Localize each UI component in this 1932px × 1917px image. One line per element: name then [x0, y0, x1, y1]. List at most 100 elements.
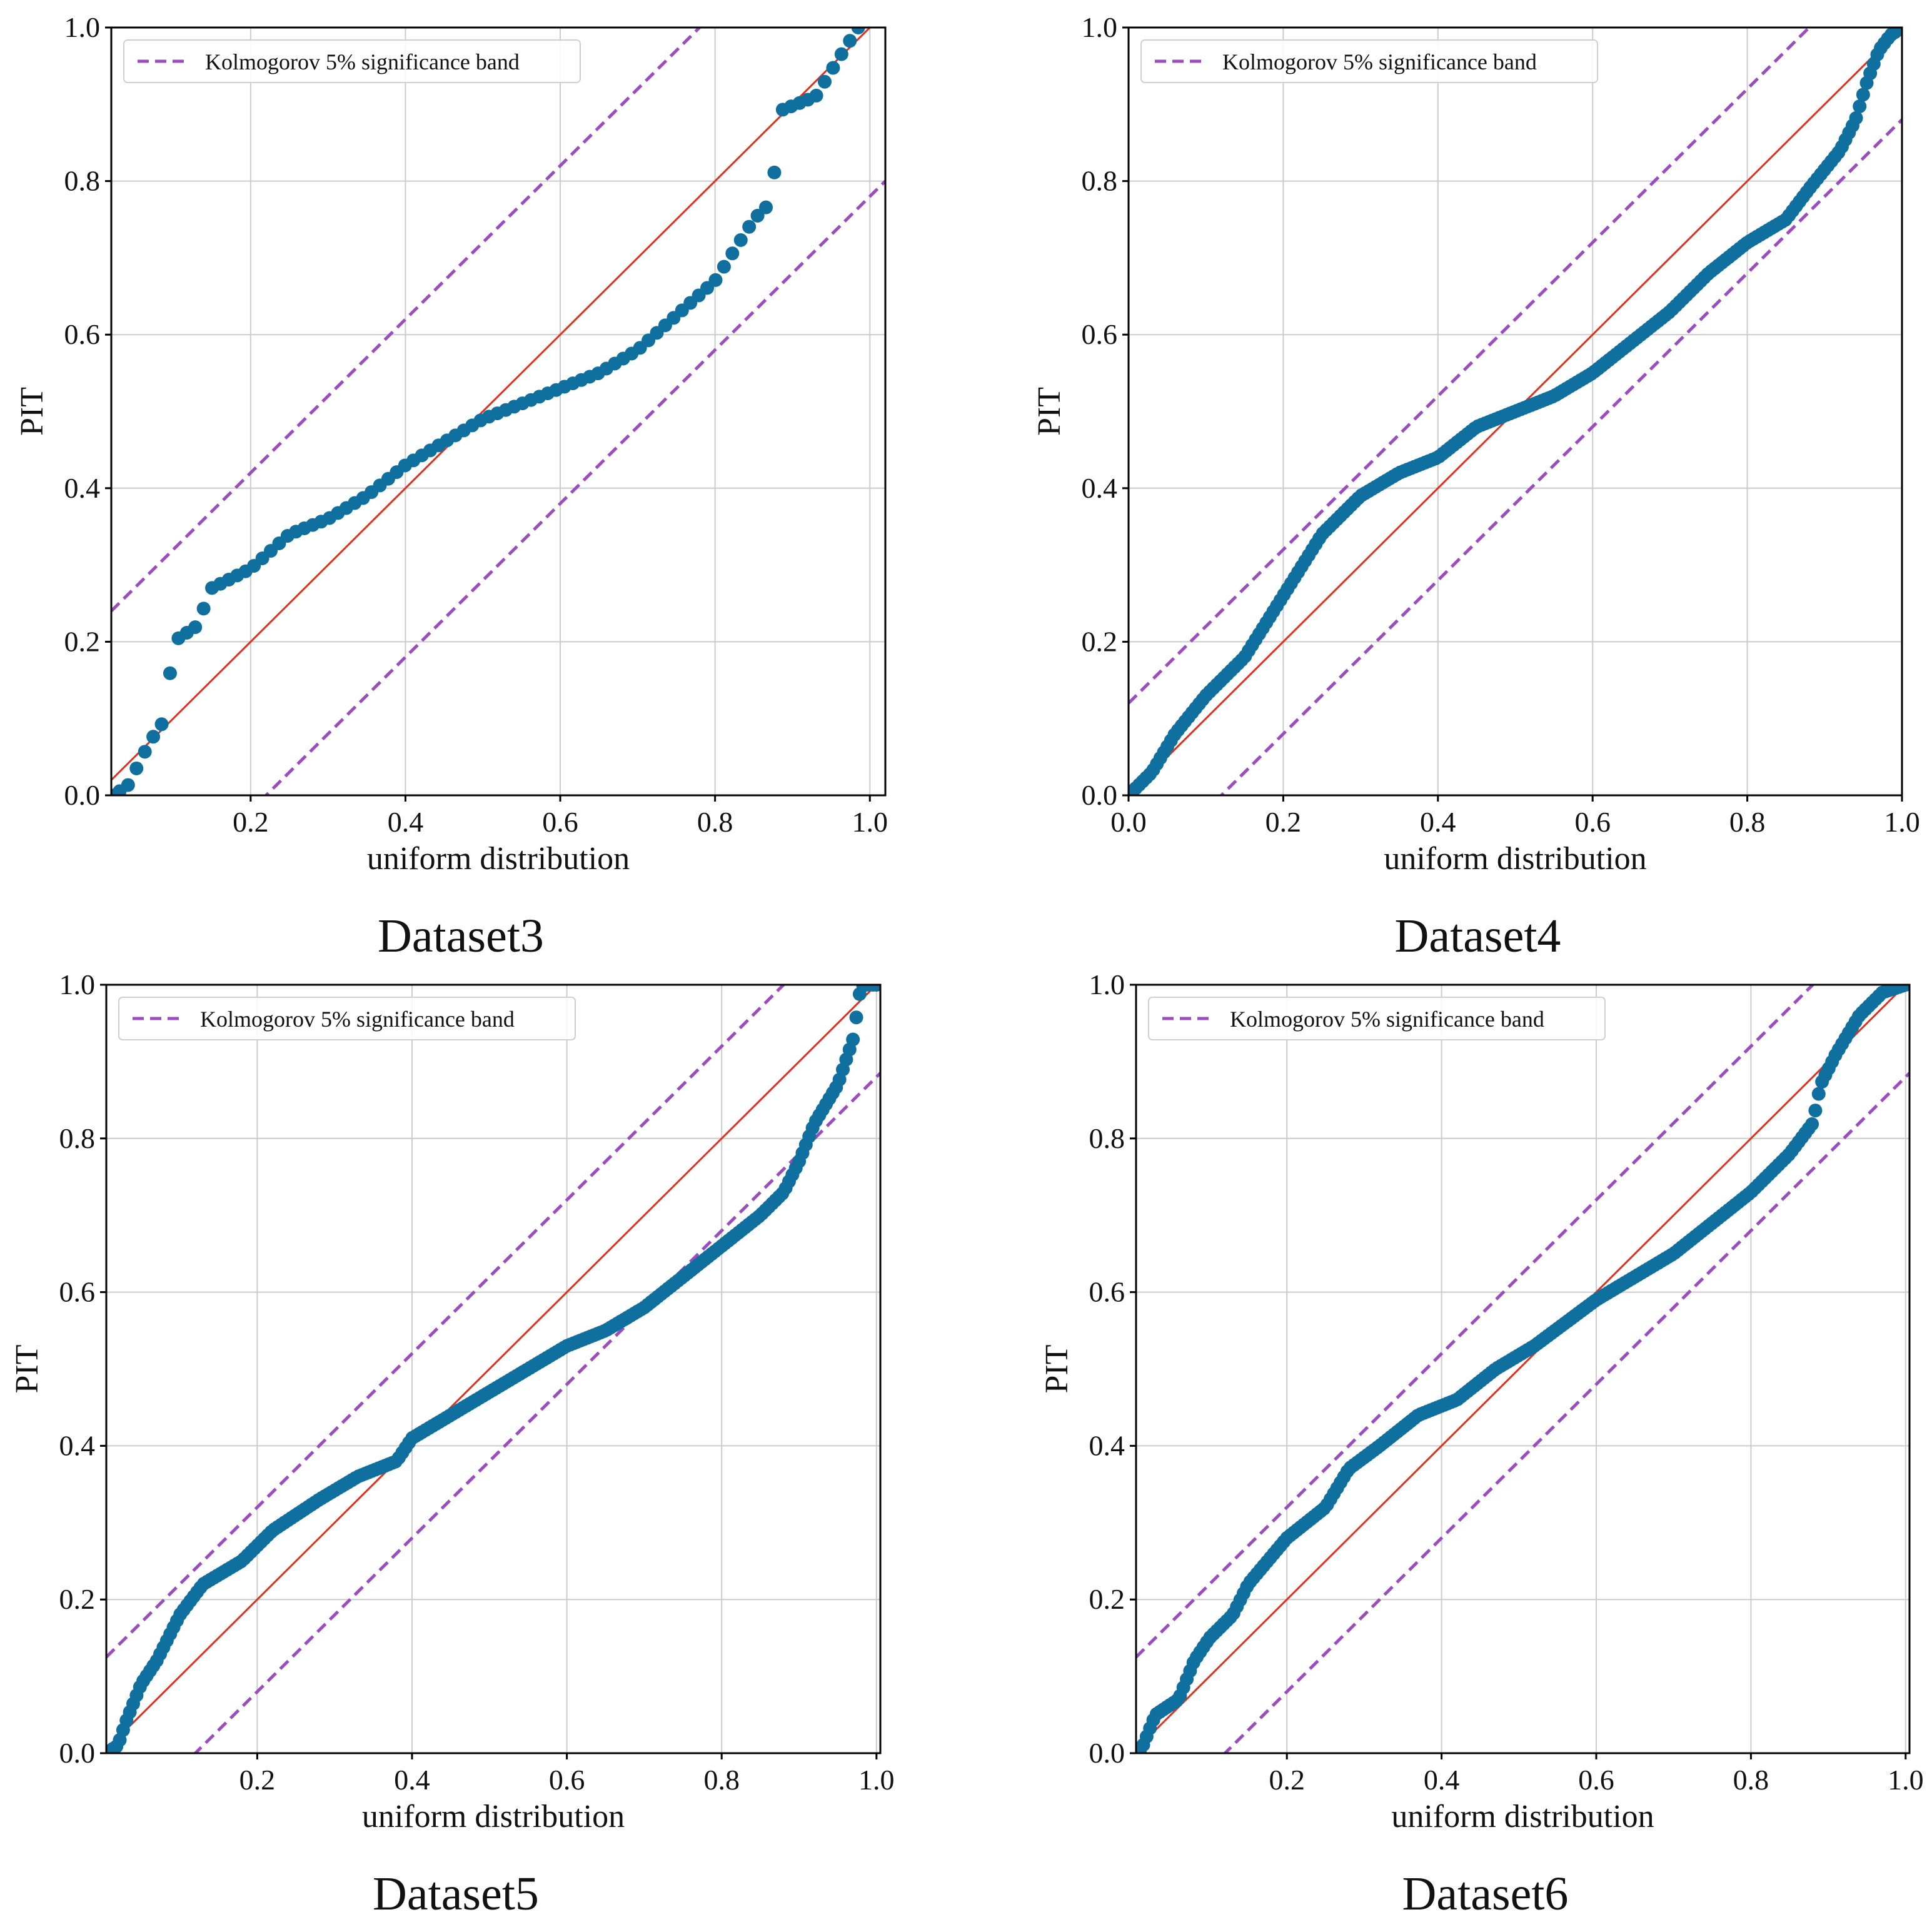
- legend-box: [118, 997, 576, 1040]
- lower-significance-band: [1219, 118, 1902, 795]
- data-point: [759, 200, 773, 214]
- grid: [1136, 984, 1909, 1754]
- data-point: [154, 717, 169, 732]
- x-tick-label: 0.6: [1578, 1764, 1614, 1796]
- y-tick-label: 1.0: [1082, 11, 1118, 43]
- x-tick-label: 0.8: [697, 806, 733, 838]
- legend: Kolmogorov 5% significance band: [123, 39, 581, 83]
- panel-caption: Dataset5: [373, 1868, 539, 1917]
- data-point: [1849, 111, 1863, 125]
- x-tick-label: 1.0: [1888, 1764, 1924, 1796]
- y-tick-label: 0.0: [1082, 779, 1118, 811]
- x-tick-label: 0.8: [703, 1764, 740, 1796]
- panel-dataset6: 0.2 0.4 0.6 0.8 1.0 0.0 0.2 0.4 0.6 0.8 1.0 uniform…: [1039, 969, 1924, 1917]
- x-tick-label: 0.6: [1574, 806, 1611, 838]
- upper-significance-band: [1129, 28, 1812, 705]
- x-axis-label: uniform distribution: [367, 841, 630, 877]
- x-tick-label: 0.6: [549, 1764, 585, 1796]
- x-tick-label: 0.8: [1729, 806, 1766, 838]
- data-point: [834, 47, 848, 61]
- pit-points: [106, 985, 880, 1753]
- data-point: [138, 745, 152, 759]
- data-point: [129, 761, 144, 775]
- axes-frame: [105, 984, 882, 1754]
- y-tick-label: 0.8: [1082, 165, 1118, 197]
- legend-box: [123, 39, 581, 83]
- legend-label: Kolmogorov 5% significance band: [200, 1007, 515, 1032]
- y-tick-label: 0.6: [1089, 1276, 1125, 1308]
- data-point: [733, 233, 748, 248]
- x-tick-label: 0.4: [1424, 1764, 1460, 1796]
- axes-frame: [1127, 26, 1903, 797]
- data-point: [146, 730, 161, 744]
- upper-significance-band: [111, 28, 702, 613]
- y-tick-label: 0.2: [1089, 1583, 1125, 1615]
- y-tick-label: 0.8: [64, 165, 101, 197]
- upper-significance-band: [1136, 985, 1815, 1659]
- legend-label: Kolmogorov 5% significance band: [205, 49, 520, 74]
- data-point: [1856, 88, 1870, 102]
- data-point: [188, 620, 203, 635]
- y-tick-label: 1.0: [1089, 969, 1125, 1000]
- y-tick-label: 0.4: [64, 472, 101, 504]
- y-axis-label: PIT: [1039, 1345, 1075, 1394]
- data-point: [1853, 99, 1867, 114]
- legend-box: [1148, 997, 1606, 1040]
- y-tick-label: 0.4: [1082, 472, 1118, 504]
- lower-significance-band: [1222, 1072, 1909, 1753]
- panel-caption: Dataset6: [1402, 1868, 1569, 1917]
- plot-area: [106, 985, 880, 1753]
- y-tick-label: 0.6: [59, 1276, 96, 1308]
- x-tick-label: 0.4: [394, 1764, 430, 1796]
- pit-points: [1136, 985, 1909, 1753]
- y-tick-label: 0.4: [1089, 1429, 1125, 1461]
- y-tick-label: 0.6: [1082, 318, 1118, 350]
- panel-dataset3: 0.2 0.4 0.6 0.8 1.0 0.0 0.2 0.4 0.6 0.8 1.0 uniform…: [14, 11, 888, 962]
- x-tick-label: 1.0: [858, 1764, 895, 1796]
- data-point: [1808, 1104, 1823, 1118]
- data-point: [1805, 1117, 1819, 1131]
- y-tick-label: 0.2: [59, 1583, 96, 1615]
- y-axis-label: PIT: [1032, 387, 1067, 436]
- pit-points: [1129, 28, 1902, 795]
- data-point: [846, 1032, 860, 1047]
- x-tick-label: 1.0: [852, 806, 888, 838]
- x-axis-label: uniform distribution: [1384, 841, 1646, 877]
- x-tick-label: 0.8: [1733, 1764, 1769, 1796]
- data-point: [750, 208, 765, 223]
- data-point: [1811, 1087, 1826, 1101]
- data-point: [1895, 28, 1902, 34]
- data-point: [708, 273, 723, 287]
- data-point: [851, 28, 865, 34]
- data-point: [121, 778, 135, 792]
- x-tick-label: 0.4: [388, 806, 424, 838]
- identity-line: [1136, 985, 1907, 1750]
- upper-significance-band: [106, 985, 786, 1659]
- data-point: [767, 165, 782, 179]
- x-tick-label: 0.2: [233, 806, 269, 838]
- pit-points: [111, 28, 865, 795]
- data-point: [717, 259, 731, 274]
- y-tick-label: 0.8: [1089, 1122, 1125, 1154]
- data-point: [196, 601, 211, 616]
- data-point: [809, 88, 823, 103]
- x-tick-label: 0.2: [1269, 1764, 1305, 1796]
- panel-caption: Dataset4: [1395, 910, 1561, 962]
- data-point: [725, 246, 740, 261]
- plot-area: [111, 28, 885, 795]
- data-point: [1898, 985, 1909, 992]
- x-tick-label: 0.0: [1110, 806, 1147, 838]
- data-point: [843, 34, 857, 48]
- x-tick-label: 0.2: [1265, 806, 1302, 838]
- y-tick-label: 0.8: [59, 1122, 96, 1154]
- x-axis-label: uniform distribution: [1391, 1799, 1654, 1834]
- x-tick-label: 0.2: [239, 1764, 276, 1796]
- grid: [106, 984, 880, 1754]
- legend-box: [1140, 39, 1598, 83]
- x-tick-label: 1.0: [1884, 806, 1920, 838]
- y-axis-label: PIT: [9, 1345, 45, 1394]
- x-axis-label: uniform distribution: [362, 1799, 625, 1834]
- legend-label: Kolmogorov 5% significance band: [1222, 49, 1537, 74]
- y-tick-label: 0.2: [64, 625, 101, 657]
